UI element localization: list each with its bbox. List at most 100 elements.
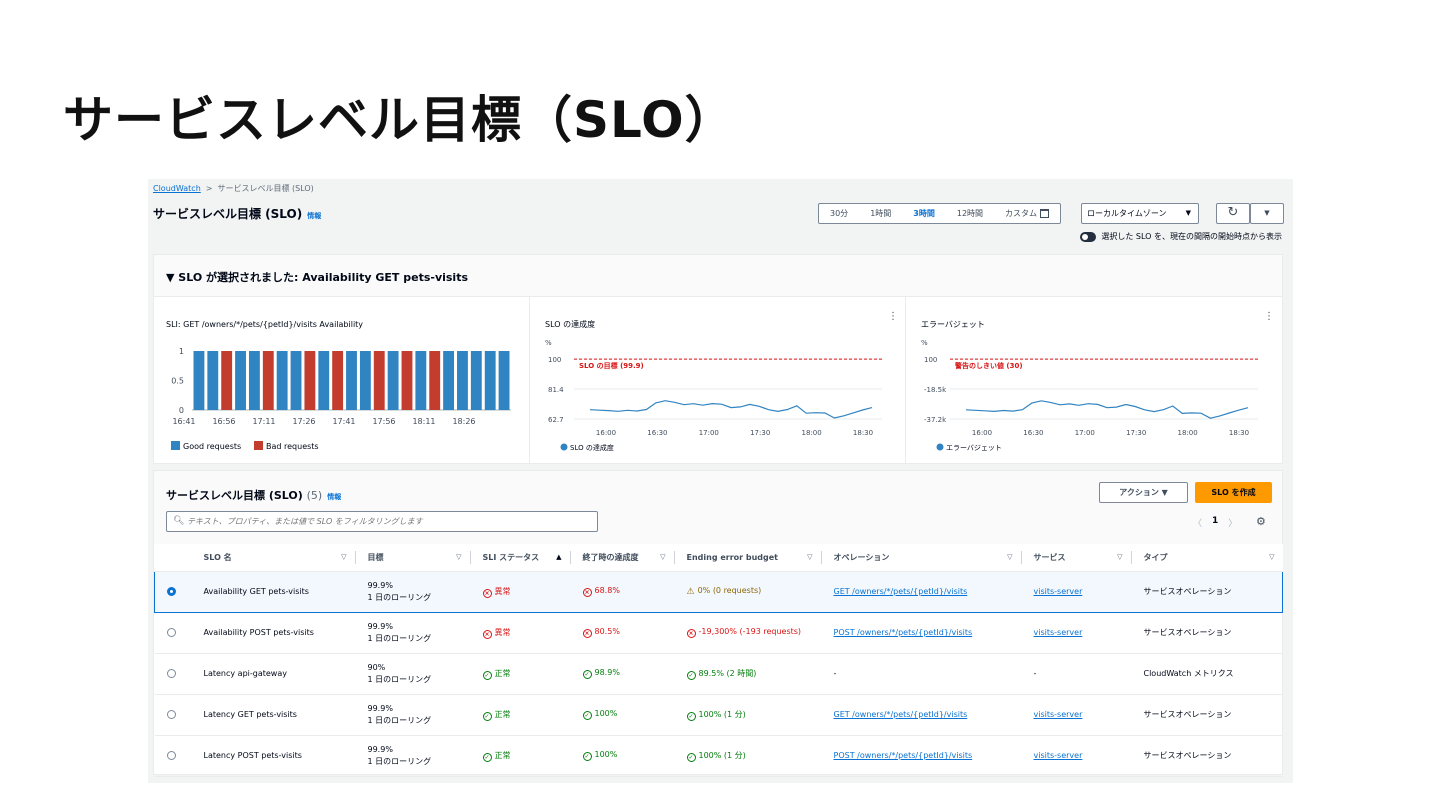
- row-radio-button[interactable]: [166, 751, 176, 760]
- table-row[interactable]: Availability POST pets-visits 99.9% 1 日のロー…: [154, 612, 1283, 654]
- slo-name-cell: Availability POST pets-visits: [191, 612, 356, 654]
- operation-link[interactable]: POST /owners/*/pets/{petId}/visits: [833, 751, 973, 760]
- goal-period: 1 日のローリング: [367, 674, 432, 684]
- row-radio-button[interactable]: [166, 628, 176, 637]
- service-link[interactable]: visits-server: [1033, 628, 1083, 637]
- table-row[interactable]: Latency api-gateway 90% 1 日のローリング ✓ 正常 ✓ 98.9%…: [154, 653, 1283, 695]
- service-link[interactable]: visits-server: [1033, 751, 1083, 760]
- error-budget-line-chart: エラーバジェット% ⋮ 100 -18.5k -37.2k 警告のしきい値 (30) 16:…: [921, 311, 1274, 452]
- time-range-12h[interactable]: 12時間: [956, 209, 984, 218]
- attainment-cell: × 68.8%: [570, 570, 675, 613]
- goal-cell: 99.9% 1 日のローリング: [355, 735, 471, 777]
- budget-chart-cell: エラーバジェット% ⋮ 100 -18.5k -37.2k 警告のしきい値 (30) 16:…: [906, 297, 1282, 464]
- chart-title: SLI: GET /owners/*/pets/{petId}/visits A…: [166, 320, 363, 329]
- row-radio-button[interactable]: [167, 587, 176, 596]
- y-tick-label: 100: [924, 356, 937, 364]
- goal-value: 99.9%: [367, 703, 393, 713]
- operation-text: -: [833, 669, 837, 678]
- goal-period: 1 日のローリング: [367, 633, 432, 643]
- time-range-1h[interactable]: 1時間: [870, 209, 892, 218]
- type-cell: CloudWatch メトリクス: [1131, 653, 1283, 695]
- cross-circle-icon: ×: [686, 629, 696, 638]
- time-range-3h[interactable]: 3時間: [913, 209, 935, 218]
- good-requests-bar: [346, 351, 357, 410]
- goal-value: 99.9%: [367, 580, 393, 590]
- panel-title[interactable]: ▼ SLO が選択されました: Availability GET pets-vi…: [166, 271, 469, 284]
- cross-circle-icon: ×: [582, 588, 592, 597]
- table-row[interactable]: Availability GET pets-visits 99.9% 1 日のローリ…: [154, 570, 1283, 613]
- service-link[interactable]: visits-server: [1033, 587, 1083, 596]
- slide-title: サービスレベル目標（SLO）: [63, 91, 736, 149]
- error-budget-cell: ✓ 100% (1 分): [674, 694, 822, 736]
- page-title: サービスレベル目標 (SLO) 情報: [153, 205, 321, 222]
- column-label: SLI ステータス: [482, 552, 540, 562]
- slo-table-section: サービスレベル目標 (SLO) (5) 情報 アクション ▼ SLO を作成 🔍︎…: [153, 470, 1283, 777]
- column-header-sli-status[interactable]: SLI ステータス ▲: [470, 544, 571, 572]
- goal-cell: 99.9% 1 日のローリング: [355, 612, 471, 654]
- show-from-start-toggle[interactable]: [1080, 231, 1097, 242]
- sort-icon: ▽: [660, 553, 666, 562]
- column-header-name[interactable]: SLO 名 ▽: [191, 544, 356, 572]
- attainment-line-chart: SLO の達成度% ⋮ 100 81.4 62.7 SLO の目標 (99.9) 16:00…: [545, 311, 898, 452]
- error-budget-cell-text: 100% (1 分): [698, 750, 746, 760]
- x-tick-label: 16:00: [972, 429, 992, 437]
- x-tick-label: 17:56: [372, 417, 395, 426]
- info-link[interactable]: 情報: [307, 212, 322, 220]
- column-header-type[interactable]: タイプ ▽: [1131, 544, 1283, 572]
- column-header-error-budget[interactable]: Ending error budget ▽: [674, 544, 822, 572]
- page-number[interactable]: 1: [1212, 516, 1219, 526]
- actions-button[interactable]: アクション ▼: [1099, 482, 1188, 503]
- caret-down-icon: ▼: [1161, 488, 1168, 497]
- error-budget-cell-text: 0% (0 requests): [697, 586, 762, 595]
- gear-icon[interactable]: ⚙: [1256, 515, 1266, 528]
- good-requests-bar: [248, 351, 260, 410]
- x-tick-label: 16:00: [596, 429, 616, 437]
- refresh-options-button[interactable]: ▼: [1250, 203, 1284, 224]
- time-range-custom[interactable]: カスタム: [994, 204, 1060, 223]
- breadcrumb-cloudwatch-link[interactable]: CloudWatch: [153, 184, 201, 193]
- x-tick-label: 18:00: [802, 429, 822, 437]
- pagination: 〈 1 〉: [1193, 516, 1237, 529]
- table-row[interactable]: Latency GET pets-visits 99.9% 1 日のローリング ✓ 正常…: [154, 694, 1283, 736]
- row-radio-button[interactable]: [166, 669, 176, 678]
- error-budget-cell-text: 100% (1 分): [698, 709, 746, 719]
- error-budget-cell: ⚠ 0% (0 requests): [674, 570, 822, 613]
- kebab-menu-icon: ⋮: [888, 311, 898, 322]
- slo-filter-input[interactable]: [187, 514, 592, 529]
- threshold-label: 警告のしきい値 (30): [955, 361, 1023, 370]
- slo-table-body: Availability GET pets-visits 99.9% 1 日のローリ…: [154, 570, 1283, 777]
- time-range-selector: 30分 1時間 3時間 12時間 カスタム: [818, 203, 1062, 224]
- next-page-icon[interactable]: 〉: [1228, 519, 1238, 529]
- unit-label: %: [545, 339, 552, 347]
- previous-page-icon[interactable]: 〈: [1193, 519, 1203, 529]
- legend-swatch: [171, 441, 180, 450]
- table-info-link[interactable]: 情報: [327, 493, 342, 501]
- warning-icon: ⚠: [686, 587, 695, 597]
- sli-status-cell-text: 正常: [494, 668, 511, 678]
- timezone-select[interactable]: ローカルタイムゾーン ▼: [1081, 203, 1199, 224]
- time-range-30m[interactable]: 30分: [830, 209, 849, 218]
- x-tick-label: 16:56: [212, 417, 235, 426]
- operation-link[interactable]: POST /owners/*/pets/{petId}/visits: [833, 628, 973, 637]
- attainment-cell-text: 80.5%: [594, 627, 620, 636]
- check-circle-icon: ✓: [686, 711, 696, 721]
- row-radio-button[interactable]: [166, 710, 176, 719]
- table-title-text: サービスレベル目標 (SLO): [166, 489, 303, 502]
- column-header-service[interactable]: サービス ▽: [1021, 544, 1132, 572]
- column-header-goal[interactable]: 目標 ▽: [355, 544, 471, 572]
- sort-icon: ▽: [1117, 553, 1123, 562]
- operation-link[interactable]: GET /owners/*/pets/{petId}/visits: [833, 587, 968, 596]
- attainment-cell-text: 98.9%: [594, 668, 620, 677]
- refresh-button[interactable]: ↻: [1216, 203, 1250, 224]
- column-header-attainment[interactable]: 終了時の達成度 ▽: [570, 544, 675, 572]
- create-slo-button[interactable]: SLO を作成: [1195, 482, 1272, 503]
- operation-link[interactable]: GET /owners/*/pets/{petId}/visits: [833, 710, 968, 719]
- column-header-operation[interactable]: オペレーション ▽: [821, 544, 1022, 572]
- service-link[interactable]: visits-server: [1033, 710, 1083, 719]
- good-requests-bar: [498, 351, 510, 410]
- y-tick-label: 0: [179, 406, 184, 415]
- good-requests-bar: [415, 351, 427, 410]
- check-circle-icon: ✓: [482, 670, 492, 680]
- check-circle-icon: ✓: [686, 670, 696, 680]
- table-row[interactable]: Latency POST pets-visits 99.9% 1 日のローリング ✓ 正…: [154, 735, 1283, 777]
